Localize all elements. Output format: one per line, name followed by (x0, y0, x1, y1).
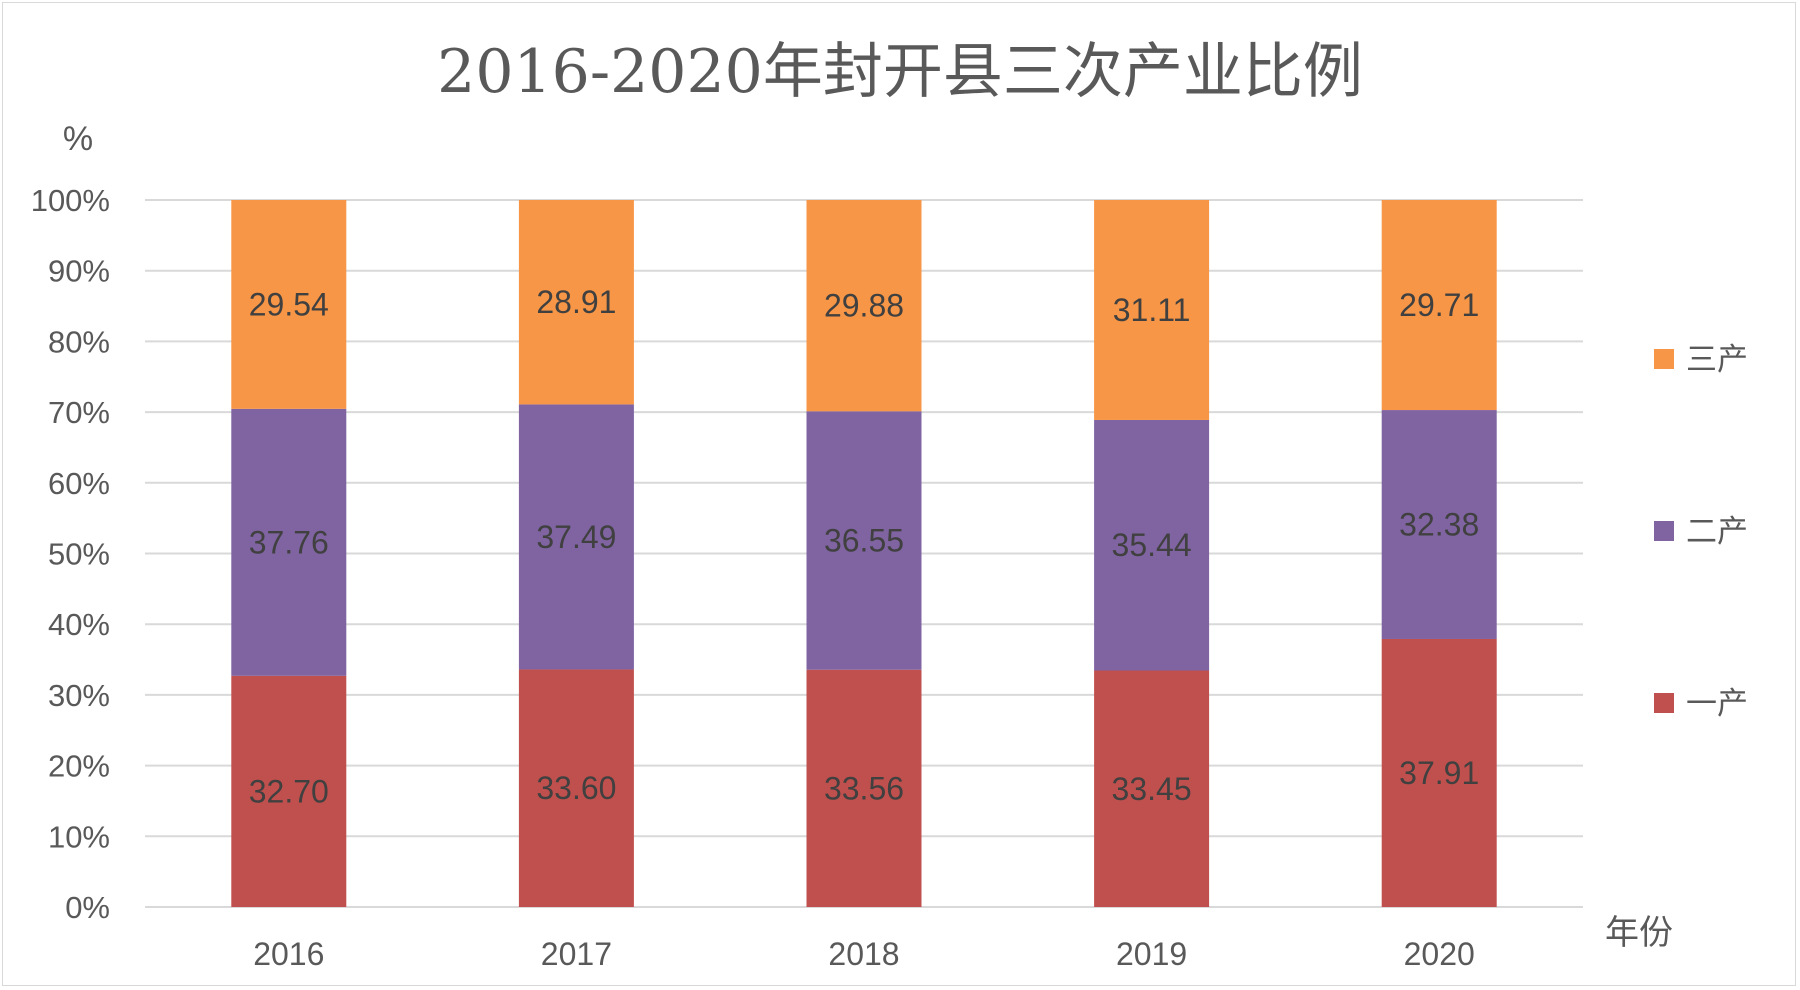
bar-segment (1094, 419, 1210, 671)
data-label: 29.71 (1399, 287, 1479, 323)
bar-segment (518, 200, 634, 405)
bar-segment (231, 200, 347, 409)
x-tick-label: 2018 (828, 936, 899, 972)
bar-segment (1094, 200, 1210, 420)
legend-swatch (1654, 521, 1674, 541)
bar-segment (1094, 670, 1210, 907)
x-axis-categories: 2016 2017 2018 2019 2020 (253, 936, 1475, 972)
data-label: 29.54 (249, 286, 329, 322)
y-tick-label: 20% (48, 749, 110, 784)
data-label: 32.38 (1399, 507, 1479, 543)
data-label: 28.91 (536, 284, 616, 320)
y-tick-label: 50% (48, 537, 110, 572)
legend-swatch (1654, 693, 1674, 713)
data-label: 36.55 (824, 522, 904, 558)
data-label: 33.45 (1112, 771, 1192, 807)
y-tick-label: 40% (48, 607, 110, 642)
bar-segment (231, 675, 347, 907)
y-axis-ticks: 0% 10% 20% 30% 40% 50% 60% 70% 80% 90% 100% (31, 183, 110, 925)
y-tick-label: 80% (48, 324, 110, 359)
data-label: 37.91 (1399, 755, 1479, 791)
bar-segment (231, 408, 347, 676)
bar-segment (1381, 638, 1497, 907)
bar-segment (806, 669, 922, 907)
data-label: 37.76 (249, 524, 329, 560)
y-tick-label: 0% (65, 890, 110, 925)
legend-label: 二产 (1686, 514, 1748, 550)
data-label: 29.88 (824, 288, 904, 324)
bars (231, 200, 1497, 907)
data-label: 33.60 (536, 770, 616, 806)
y-tick-label: 60% (48, 466, 110, 501)
y-tick-label: 30% (48, 678, 110, 713)
data-label: 31.11 (1113, 292, 1191, 328)
bar-segment (806, 411, 922, 670)
x-tick-label: 2017 (541, 936, 612, 972)
data-label: 32.70 (249, 773, 329, 809)
bar-segment (1381, 200, 1497, 411)
y-tick-label: 70% (48, 395, 110, 430)
legend-swatch (1654, 349, 1674, 369)
bar-segment (518, 404, 634, 670)
y-tick-label: 100% (31, 183, 110, 218)
legend-label: 三产 (1686, 342, 1748, 378)
y-axis-unit: % (63, 120, 93, 158)
data-label: 35.44 (1112, 527, 1192, 563)
x-tick-label: 2016 (253, 936, 324, 972)
y-tick-label: 90% (48, 254, 110, 289)
y-tick-label: 10% (48, 819, 110, 854)
x-axis-label: 年份 (1605, 913, 1673, 953)
data-label: 37.49 (536, 519, 616, 555)
bar-segment (1381, 410, 1497, 639)
legend-label: 一产 (1686, 686, 1748, 722)
data-label: 33.56 (824, 770, 904, 806)
bar-segment (806, 200, 922, 412)
bar-segment (518, 669, 634, 907)
data-labels: 32.70 37.76 29.54 33.60 37.49 28.91 33.56 36.55… (249, 284, 1479, 809)
x-tick-label: 2019 (1116, 936, 1187, 972)
x-tick-label: 2020 (1404, 936, 1475, 972)
chart-title: 2016-2020年封开县三次产业比例 (437, 37, 1363, 107)
